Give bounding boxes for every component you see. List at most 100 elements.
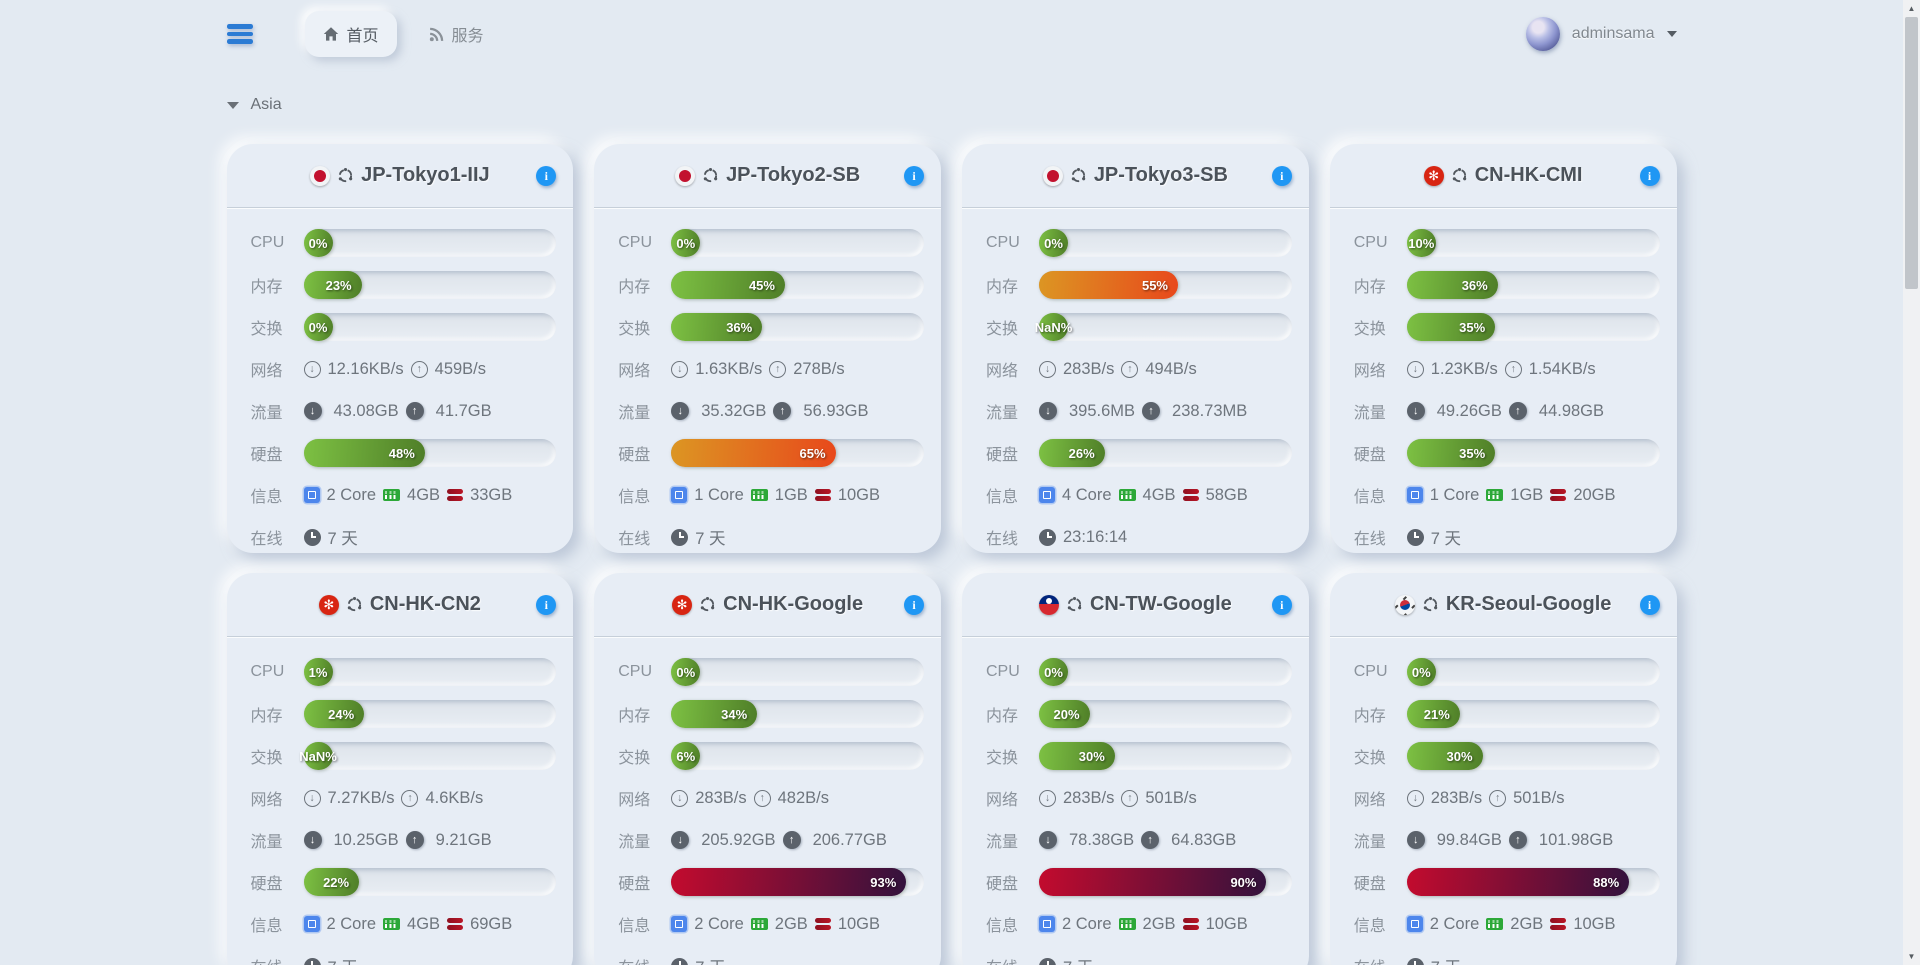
total-upload-icon [782, 831, 801, 849]
row-label: 网络 [618, 363, 651, 380]
progress-value: 24% [328, 706, 355, 722]
download-speed: 283B/s [1430, 788, 1483, 807]
info-icon[interactable] [1271, 166, 1292, 186]
server-card: JP-Tokyo2-SB CPU 0% 内存 45% 交换 36% 网络 1.63KB/… [594, 144, 941, 553]
total-upload: 101.98GB [1538, 830, 1614, 849]
flag-japan-icon [1042, 165, 1063, 186]
card-header: JP-Tokyo2-SB [594, 144, 941, 208]
ram-size: 1GB [1510, 485, 1544, 504]
row-label: CPU [250, 234, 285, 251]
total-download: 35.32GB [701, 401, 767, 420]
row-label: 信息 [618, 918, 651, 935]
disk-progress-bar: 93% [671, 868, 924, 896]
info-icon[interactable] [536, 166, 557, 186]
download-icon [1039, 360, 1056, 378]
progress-fill: 20% [1039, 700, 1090, 728]
progress-value: 45% [748, 277, 775, 293]
info-icon[interactable] [904, 166, 924, 186]
swap-progress-bar: NaN% [1035, 313, 1292, 341]
server-card: CN-HK-CMI CPU 10% 内存 36% 交换 35% 网络 1.23KB/s 1… [1329, 144, 1677, 553]
row-label: 在线 [251, 954, 304, 965]
menu-icon[interactable] [226, 24, 253, 44]
scrollbar-thumb[interactable] [1905, 17, 1918, 289]
cpu-row: CPU 10% [1354, 229, 1660, 257]
progress-value: 65% [799, 445, 826, 461]
ubuntu-os-icon [1066, 596, 1083, 613]
row-label: 流量 [986, 405, 1019, 422]
card-header: CN-HK-CMI [1329, 144, 1677, 208]
row-label: 交换 [250, 750, 283, 767]
disk-progress-bar: 90% [1039, 868, 1292, 896]
progress-fill: 1% [303, 658, 333, 686]
info-icon[interactable] [1639, 166, 1660, 186]
tab-services[interactable]: 服务 [411, 11, 502, 57]
uptime-row: 在线 7 天 [251, 952, 557, 965]
disk-progress-bar: 65% [671, 439, 924, 467]
memory-progress-bar: 24% [303, 700, 557, 728]
row-label: 信息 [250, 489, 283, 506]
progress-fill: 34% [671, 700, 758, 728]
info-icon[interactable] [904, 595, 924, 615]
progress-fill: 6% [671, 742, 701, 770]
disk-progress-bar: 22% [303, 868, 557, 896]
disk-size: 10GB [1205, 914, 1248, 933]
flag-hongkong-icon [318, 594, 339, 615]
flag-japan-icon [310, 165, 331, 186]
traffic-row: 流量 205.92GB 206.77GB [618, 826, 924, 854]
ubuntu-os-icon [337, 167, 354, 184]
server-name: KR-Seoul-Google [1445, 593, 1612, 615]
memory-progress-bar: 21% [1406, 700, 1660, 728]
upload-icon [1489, 789, 1507, 807]
row-label: 流量 [618, 834, 651, 851]
traffic-row: 流量 78.38GB 64.83GB [986, 826, 1292, 854]
total-upload-icon [1508, 402, 1527, 420]
row-label: 网络 [1353, 792, 1386, 809]
traffic-row: 流量 49.26GB 44.98GB [1354, 397, 1660, 425]
traffic-row: 流量 10.25GB 9.21GB [251, 826, 557, 854]
scroll-down-icon[interactable] [1903, 948, 1920, 965]
uptime-value: 7 天 [1063, 954, 1093, 965]
username: adminsama [1571, 25, 1655, 42]
info-icon[interactable] [1271, 595, 1292, 615]
server-name: CN-HK-CMI [1474, 164, 1583, 186]
progress-value: 26% [1068, 445, 1095, 461]
section-asia-header[interactable]: Asia [226, 96, 1677, 114]
info-icon[interactable] [536, 595, 557, 615]
user-menu[interactable]: adminsama [1525, 17, 1677, 51]
cpu-progress-bar: 0% [1039, 658, 1292, 686]
progress-fill: 48% [303, 439, 425, 467]
total-upload: 64.83GB [1171, 830, 1237, 849]
download-icon [1406, 789, 1424, 807]
scroll-up-icon[interactable] [1903, 0, 1920, 17]
progress-value: NaN% [299, 748, 337, 764]
download-speed: 283B/s [695, 788, 747, 807]
progress-fill: 0% [303, 313, 333, 341]
progress-fill: 0% [671, 658, 701, 686]
total-upload-icon [1508, 831, 1527, 849]
server-name: JP-Tokyo1-IIJ [361, 164, 490, 186]
info-icon[interactable] [1639, 595, 1660, 615]
row-label: 内存 [986, 279, 1019, 296]
core-count: 2 Core [1429, 914, 1480, 933]
network-row: 网络 1.23KB/s 1.54KB/s [1354, 355, 1660, 383]
total-upload: 238.73MB [1172, 401, 1248, 420]
row-label: 内存 [1353, 708, 1386, 725]
total-download: 395.6MB [1069, 401, 1136, 420]
page-scrollbar[interactable] [1903, 0, 1920, 965]
card-header: JP-Tokyo3-SB [962, 144, 1309, 208]
section-title: Asia [250, 96, 282, 113]
disk-size: 20GB [1573, 485, 1616, 504]
row-label: 在线 [986, 531, 1019, 548]
server-name: CN-HK-Google [723, 593, 864, 615]
ram-size: 2GB [1142, 914, 1176, 933]
progress-value: 1% [308, 664, 328, 680]
uptime-row: 在线 23:16:14 [986, 523, 1292, 551]
progress-fill: 0% [1406, 658, 1436, 686]
tab-home[interactable]: 首页 [304, 11, 397, 57]
row-label: 信息 [250, 918, 283, 935]
progress-fill: 93% [671, 868, 907, 896]
row-label: 流量 [986, 834, 1019, 851]
progress-value: 93% [870, 874, 897, 890]
progress-value: 6% [676, 748, 696, 764]
total-upload: 9.21GB [435, 830, 492, 849]
